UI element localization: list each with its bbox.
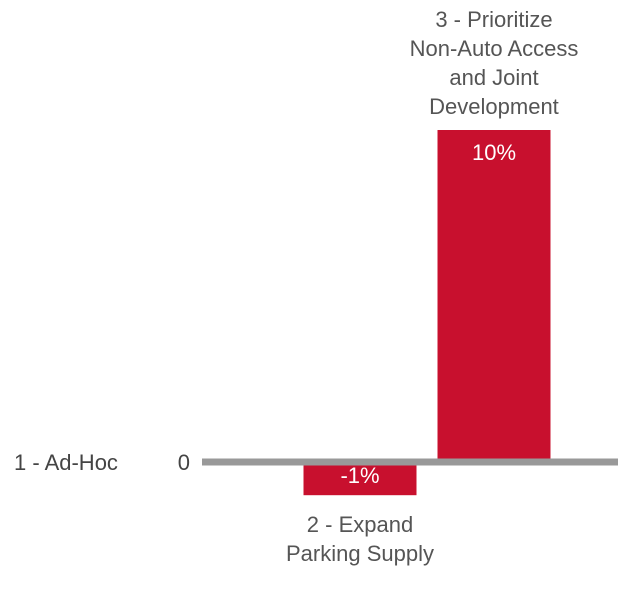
- baseline-category-label: 1 - Ad-Hoc: [14, 450, 118, 475]
- category-label: 3 - Prioritize Non-Auto Access and Joint De…: [410, 7, 579, 119]
- labels-layer: -1% 2 - Expand Parking Supply 10% 3 - Priori…: [286, 7, 578, 566]
- bars-layer: [303, 130, 551, 496]
- bar-2: [437, 130, 551, 462]
- bar-1: [303, 462, 417, 496]
- bar-value-label: 10%: [472, 140, 516, 165]
- y-axis-zero-tick-label: 0: [178, 450, 190, 475]
- category-label: 2 - Expand Parking Supply: [286, 512, 434, 566]
- bar-value-label: -1%: [340, 463, 379, 488]
